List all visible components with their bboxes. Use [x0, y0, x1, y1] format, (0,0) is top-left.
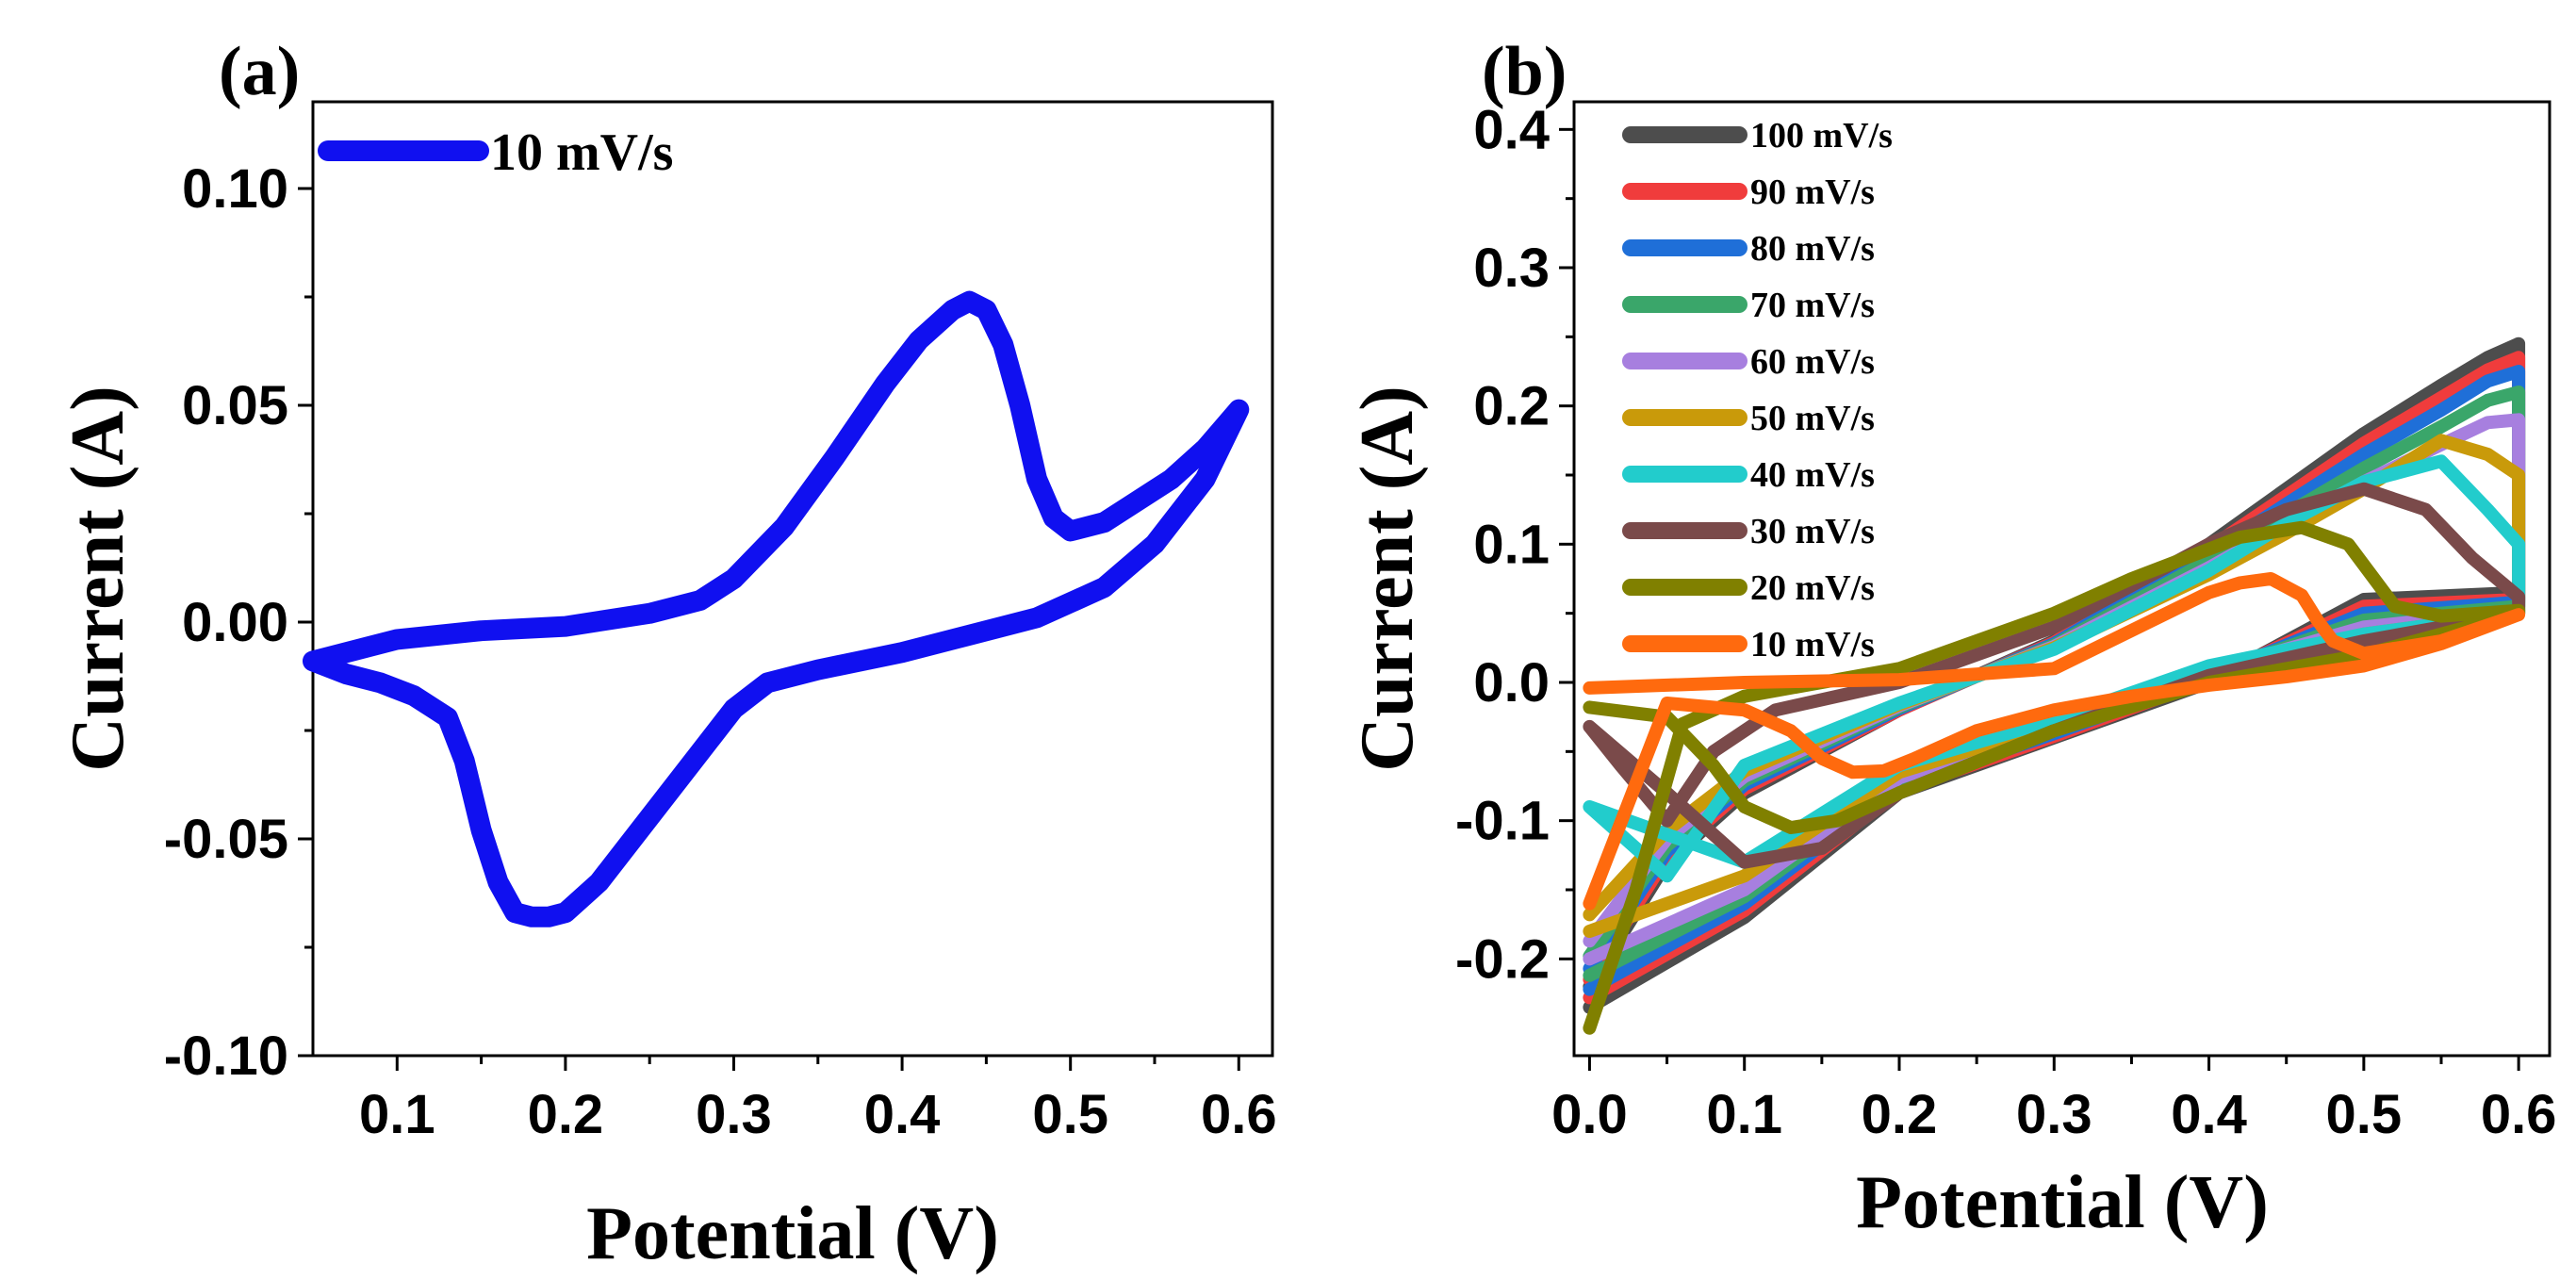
panel-b-x-axis-title: Potential (V): [1856, 1161, 2269, 1244]
y-tick-label: -0.2: [1455, 928, 1550, 990]
legend-label: 100 mV/s: [1750, 116, 1893, 156]
x-tick-label: 0.5: [1032, 1084, 1108, 1145]
panel-a-x-axis-title: Potential (V): [586, 1192, 999, 1275]
legend-label: 90 mV/s: [1750, 172, 1875, 212]
legend-label: 20 mV/s: [1750, 568, 1875, 608]
y-tick-label: 0.05: [182, 375, 288, 436]
panel-b-curves: [1583, 336, 2526, 1035]
legend-label: 70 mV/s: [1750, 286, 1875, 325]
panel-a-label: (a): [219, 33, 300, 110]
legend-label: 80 mV/s: [1750, 229, 1875, 269]
y-tick-label: 0.2: [1473, 376, 1550, 437]
x-tick-label: 0.2: [1862, 1084, 1938, 1145]
series-line-10-mv-s: [303, 290, 1250, 927]
y-tick-label: 0.4: [1473, 99, 1550, 160]
y-tick-label: 0.1: [1473, 514, 1550, 575]
series-line-30-mv-s: [1583, 482, 2526, 869]
y-tick-label: -0.1: [1455, 791, 1550, 852]
legend-label: 30 mV/s: [1750, 512, 1875, 551]
x-tick-label: 0.3: [2016, 1084, 2092, 1145]
panel-a-legend: 10 mV/s: [318, 123, 673, 182]
x-tick-label: 0.1: [1706, 1084, 1782, 1145]
legend-label: 60 mV/s: [1750, 342, 1875, 382]
panel-a-frame: [311, 100, 1274, 1058]
panel-a-y-axis-title: Current (A): [57, 386, 139, 772]
legend-label: 10 mV/s: [1750, 625, 1875, 665]
y-tick-label: -0.10: [164, 1026, 288, 1087]
x-tick-label: 0.1: [359, 1084, 435, 1145]
x-tick-label: 0.0: [1551, 1084, 1628, 1145]
x-tick-label: 0.6: [2481, 1084, 2557, 1145]
x-tick-label: 0.4: [864, 1084, 941, 1145]
panel-a: (a) 0.1 0.2 0.3 0.4 0.5 0.6 -0.10 -0.05 0.00 0.05…: [57, 33, 1277, 1275]
legend-label: 40 mV/s: [1750, 455, 1875, 495]
x-tick-label: 0.5: [2326, 1084, 2403, 1145]
panel-a-curves: [303, 290, 1250, 927]
panel-b-label: (b): [1482, 33, 1567, 110]
x-tick-label: 0.6: [1201, 1084, 1277, 1145]
panel-b-frame: [1572, 100, 2551, 1058]
y-tick-label: 0.00: [182, 592, 288, 653]
y-tick-label: -0.05: [164, 809, 288, 870]
x-tick-label: 0.2: [528, 1084, 604, 1145]
panel-b-legend: 100 mV/s 90 mV/s 80 mV/s 70 mV/s 60 mV/s 50 m…: [1622, 116, 1893, 665]
series-line-10-mv-s: [1583, 572, 2526, 911]
y-tick-label: 0.3: [1473, 238, 1550, 299]
y-tick-label: 0.0: [1473, 652, 1550, 714]
panel-b: (b) 0.0 0.1 0.2 0.3 0.4 0.5 0.6-0.2-0.10.00.10…: [1346, 33, 2556, 1244]
series-line-20-mv-s: [1583, 520, 2526, 1035]
legend-label: 10 mV/s: [490, 123, 673, 182]
panel-a-ticks: 0.1 0.2 0.3 0.4 0.5 0.6 -0.10 -0.05 0.00 0.05 0.10: [164, 158, 1277, 1145]
panel-b-ticks: 0.0 0.1 0.2 0.3 0.4 0.5 0.6 -0.2 -0.1 0.0 0.1 0.2 0.…: [1455, 99, 2556, 1145]
legend-label: 50 mV/s: [1750, 399, 1875, 438]
x-tick-label: 0.3: [696, 1084, 772, 1145]
series-line-40-mv-s: [1583, 454, 2526, 883]
x-tick-label: 0.4: [2171, 1084, 2247, 1145]
y-tick-label: 0.10: [182, 158, 288, 220]
panel-b-y-axis-title: Current (A): [1346, 386, 1429, 772]
